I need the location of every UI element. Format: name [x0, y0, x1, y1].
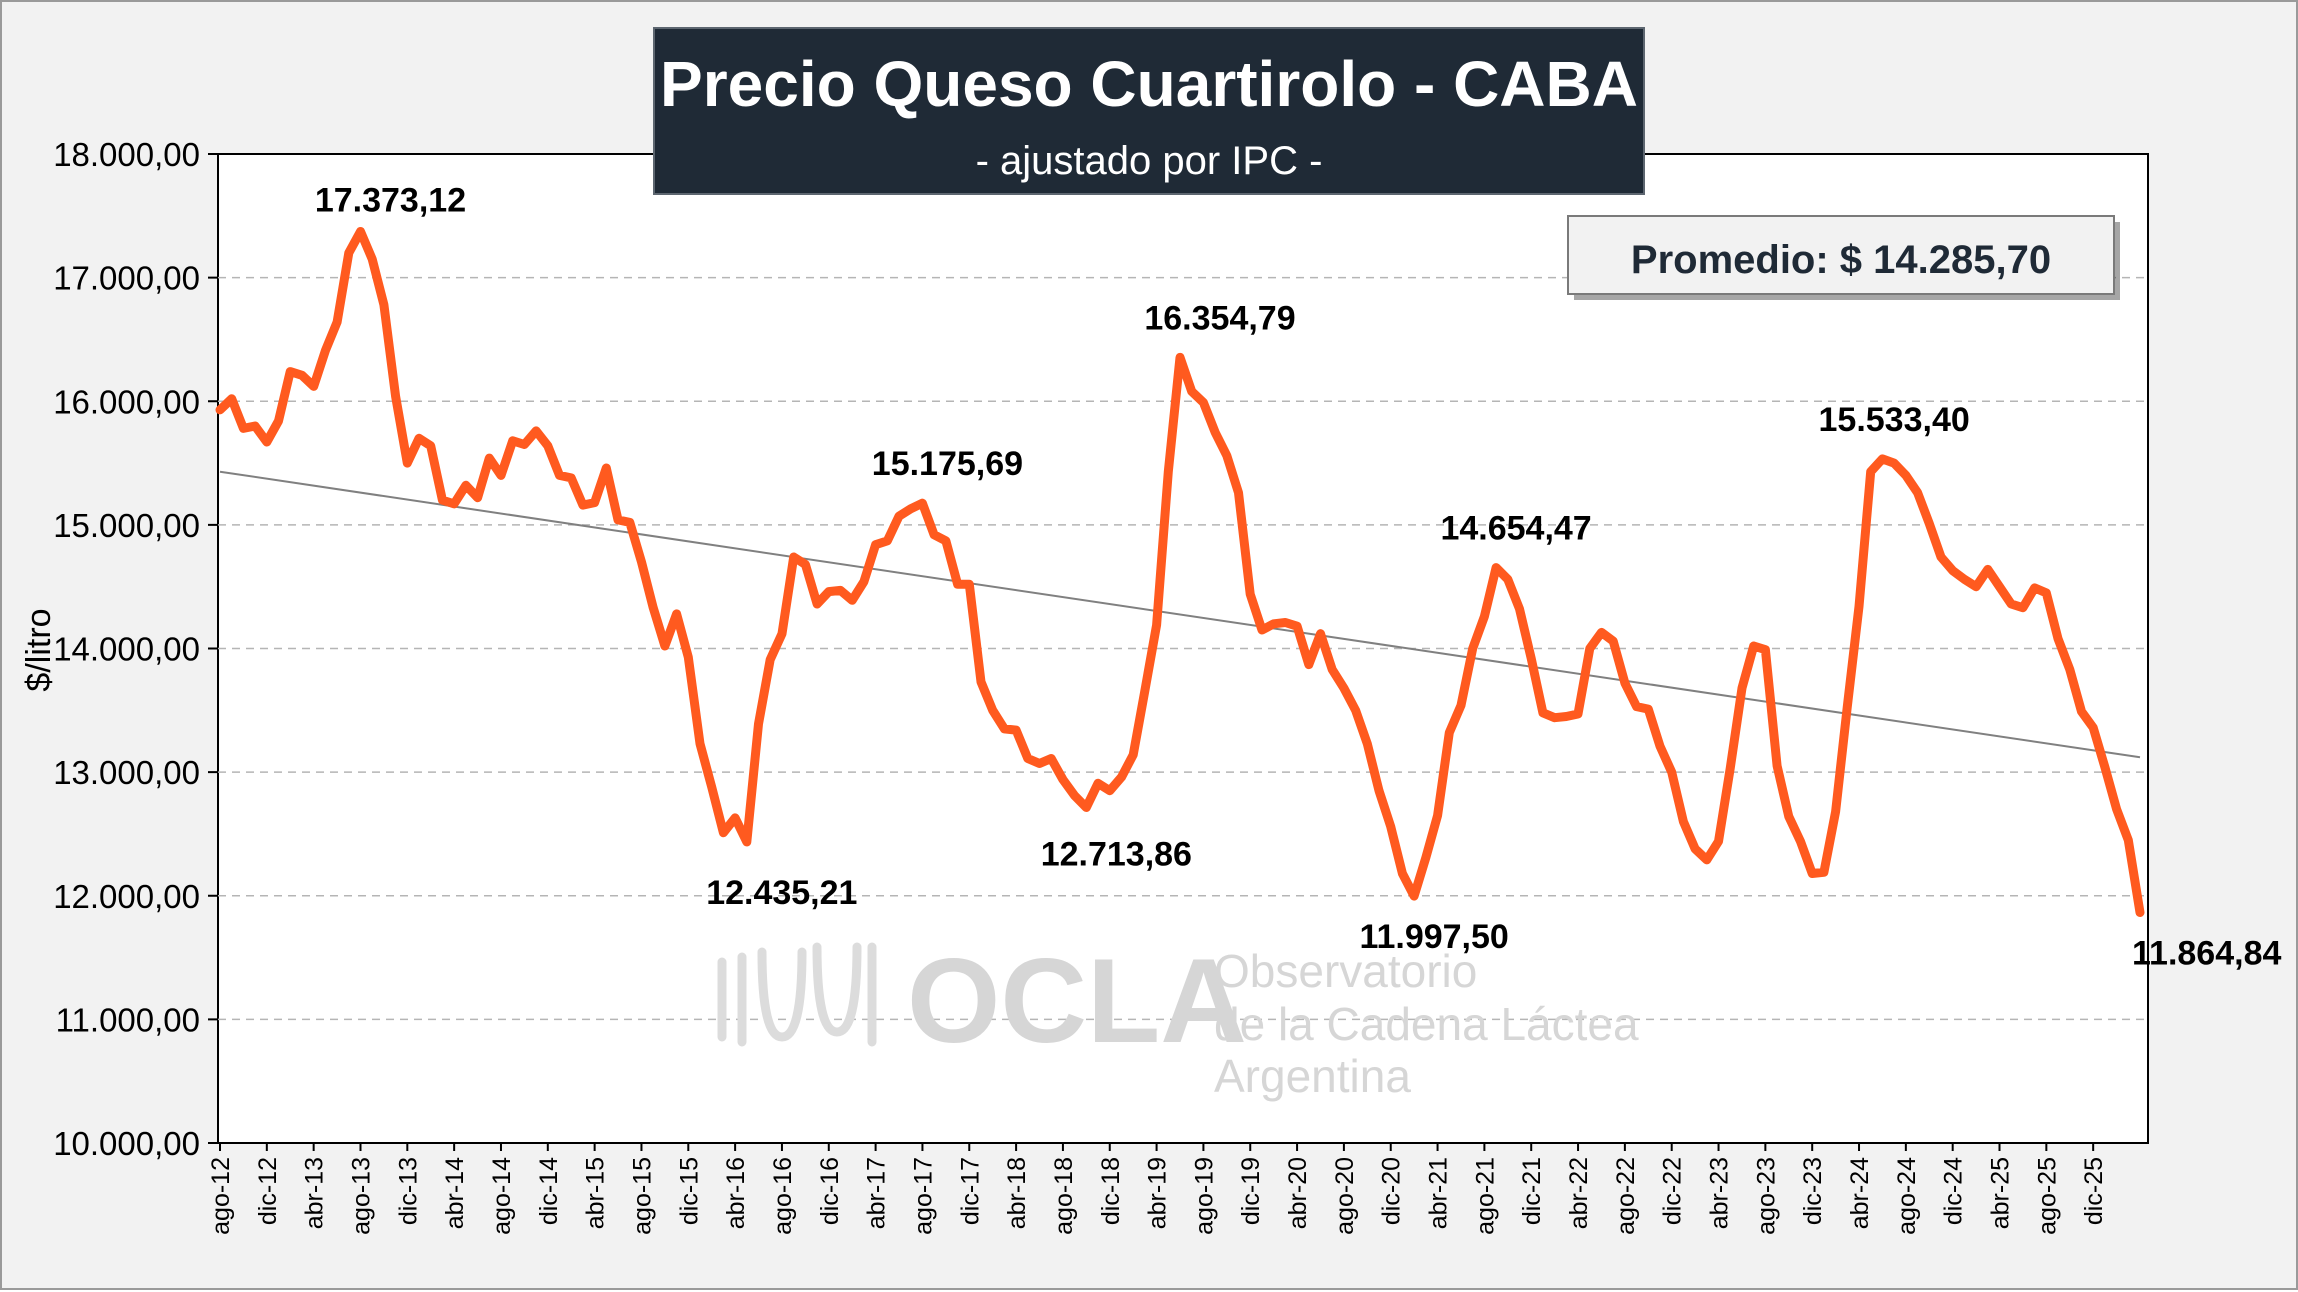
y-tick-label: 10.000,00 [53, 1125, 200, 1162]
x-tick-label: ago-18 [1050, 1157, 1078, 1235]
x-tick-label: dic-21 [1518, 1157, 1546, 1225]
watermark-line-2: de la Cadena Láctea [1214, 998, 1639, 1050]
x-tick-label: ago-12 [207, 1157, 235, 1235]
x-tick-label: abr-16 [722, 1157, 750, 1229]
x-tick-label: dic-19 [1237, 1157, 1265, 1225]
x-tick-label: ago-24 [1893, 1157, 1921, 1235]
y-axis-label: $/litro [20, 608, 58, 691]
x-tick-label: dic-13 [394, 1157, 422, 1225]
x-tick-label: abr-21 [1425, 1157, 1453, 1229]
x-tick-label: abr-20 [1284, 1157, 1312, 1229]
x-tick-label: dic-25 [2080, 1157, 2108, 1225]
x-tick-label: dic-22 [1659, 1157, 1687, 1225]
ocla-watermark: OCLA Observatorio de la Cadena Láctea Ar… [717, 934, 1639, 1102]
y-tick-label: 11.000,00 [56, 1001, 200, 1038]
y-tick-label: 18.000,00 [53, 136, 200, 173]
y-tick-label: 13.000,00 [53, 754, 200, 791]
x-tick-label: ago-15 [628, 1157, 656, 1235]
ocla-logo-icon [717, 942, 877, 1047]
watermark-line-3: Argentina [1214, 1050, 1411, 1102]
x-axis-ticks: ago-12 dic-12 abr-13 ago-13 dic-13 abr-14 ago-… [207, 1143, 2108, 1235]
trend-line [219, 470, 2141, 759]
data-label: 11.864,84 [2132, 934, 2281, 972]
data-label: 17.373,12 [315, 181, 466, 219]
x-tick-label: abr-25 [1987, 1157, 2015, 1229]
x-tick-label: dic-16 [816, 1157, 844, 1225]
y-tick-label: 15.000,00 [53, 507, 200, 544]
watermark-brand: OCLA [907, 934, 1247, 1068]
x-tick-label: abr-24 [1846, 1157, 1874, 1229]
average-box: Promedio: $ 14.285,70 [1567, 215, 2120, 300]
x-tick-label: ago-21 [1471, 1157, 1499, 1235]
data-label: 15.533,40 [1819, 401, 1970, 439]
x-tick-label: ago-13 [347, 1157, 375, 1235]
y-axis-ticks: 10.000,00 11.000,00 12.000,00 13.000,00 14.0… [53, 136, 218, 1162]
x-tick-label: abr-22 [1565, 1157, 1593, 1229]
x-tick-label: abr-19 [1144, 1157, 1172, 1229]
x-tick-label: dic-12 [254, 1157, 282, 1225]
chart-subtitle: - ajustado por IPC - [976, 139, 1323, 183]
x-tick-label: dic-17 [956, 1157, 984, 1225]
x-tick-label: ago-25 [2033, 1157, 2061, 1235]
x-tick-label: dic-18 [1097, 1157, 1125, 1225]
x-tick-label: dic-15 [675, 1157, 703, 1225]
x-tick-label: ago-16 [769, 1157, 797, 1235]
x-tick-label: ago-14 [488, 1157, 516, 1235]
data-label: 14.654,47 [1440, 510, 1591, 548]
data-annotations: 17.373,12 12.435,21 15.175,69 12.713,86 16.3… [315, 181, 2282, 972]
x-tick-label: dic-14 [535, 1157, 563, 1225]
series-line [215, 227, 2145, 917]
x-tick-label: ago-22 [1612, 1157, 1640, 1235]
watermark-line-1: Observatorio [1214, 945, 1477, 997]
y-tick-label: 14.000,00 [53, 631, 200, 668]
x-tick-label: dic-20 [1378, 1157, 1406, 1225]
x-tick-label: abr-13 [301, 1157, 329, 1229]
y-tick-label: 12.000,00 [53, 878, 200, 915]
y-tick-label: 17.000,00 [53, 260, 200, 297]
title-box: Precio Queso Cuartirolo - CABA - ajustad… [653, 27, 1645, 195]
x-tick-label: abr-23 [1706, 1157, 1734, 1229]
chart-title: Precio Queso Cuartirolo - CABA [660, 48, 1638, 120]
data-label: 15.175,69 [872, 445, 1023, 483]
x-tick-label: abr-15 [582, 1157, 610, 1229]
data-label: 11.997,50 [1359, 918, 1508, 956]
x-tick-label: abr-18 [1003, 1157, 1031, 1229]
x-tick-label: ago-19 [1190, 1157, 1218, 1235]
data-label: 16.354,79 [1144, 299, 1295, 337]
x-tick-label: dic-23 [1799, 1157, 1827, 1225]
x-tick-label: abr-14 [441, 1157, 469, 1229]
y-tick-label: 16.000,00 [53, 383, 200, 420]
x-tick-label: abr-17 [863, 1157, 891, 1229]
x-tick-label: ago-20 [1331, 1157, 1359, 1235]
data-label: 12.435,21 [706, 874, 857, 912]
x-tick-label: ago-23 [1752, 1157, 1780, 1235]
x-tick-label: ago-17 [909, 1157, 937, 1235]
plot-area [217, 153, 2149, 1144]
average-label: Promedio: $ 14.285,70 [1631, 238, 2051, 282]
x-tick-label: dic-24 [1940, 1157, 1968, 1225]
data-label: 12.713,86 [1041, 835, 1192, 873]
